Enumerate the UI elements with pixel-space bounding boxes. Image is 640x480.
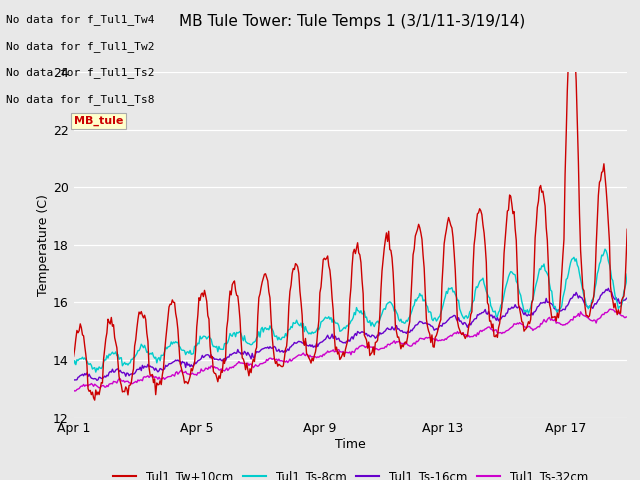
Text: No data for f_Tul1_Tw2: No data for f_Tul1_Tw2: [6, 41, 155, 52]
Text: MB Tule Tower: Tule Temps 1 (3/1/11-3/19/14): MB Tule Tower: Tule Temps 1 (3/1/11-3/19…: [179, 14, 525, 29]
Legend: Tul1_Tw+10cm, Tul1_Ts-8cm, Tul1_Ts-16cm, Tul1_Ts-32cm: Tul1_Tw+10cm, Tul1_Ts-8cm, Tul1_Ts-16cm,…: [108, 465, 593, 480]
Text: No data for f_Tul1_Tw4: No data for f_Tul1_Tw4: [6, 14, 155, 25]
Y-axis label: Temperature (C): Temperature (C): [37, 194, 50, 296]
Text: No data for f_Tul1_Ts8: No data for f_Tul1_Ts8: [6, 94, 155, 105]
X-axis label: Time: Time: [335, 438, 366, 451]
Text: No data for f_Tul1_Ts2: No data for f_Tul1_Ts2: [6, 67, 155, 78]
Text: MB_tule: MB_tule: [74, 116, 123, 126]
